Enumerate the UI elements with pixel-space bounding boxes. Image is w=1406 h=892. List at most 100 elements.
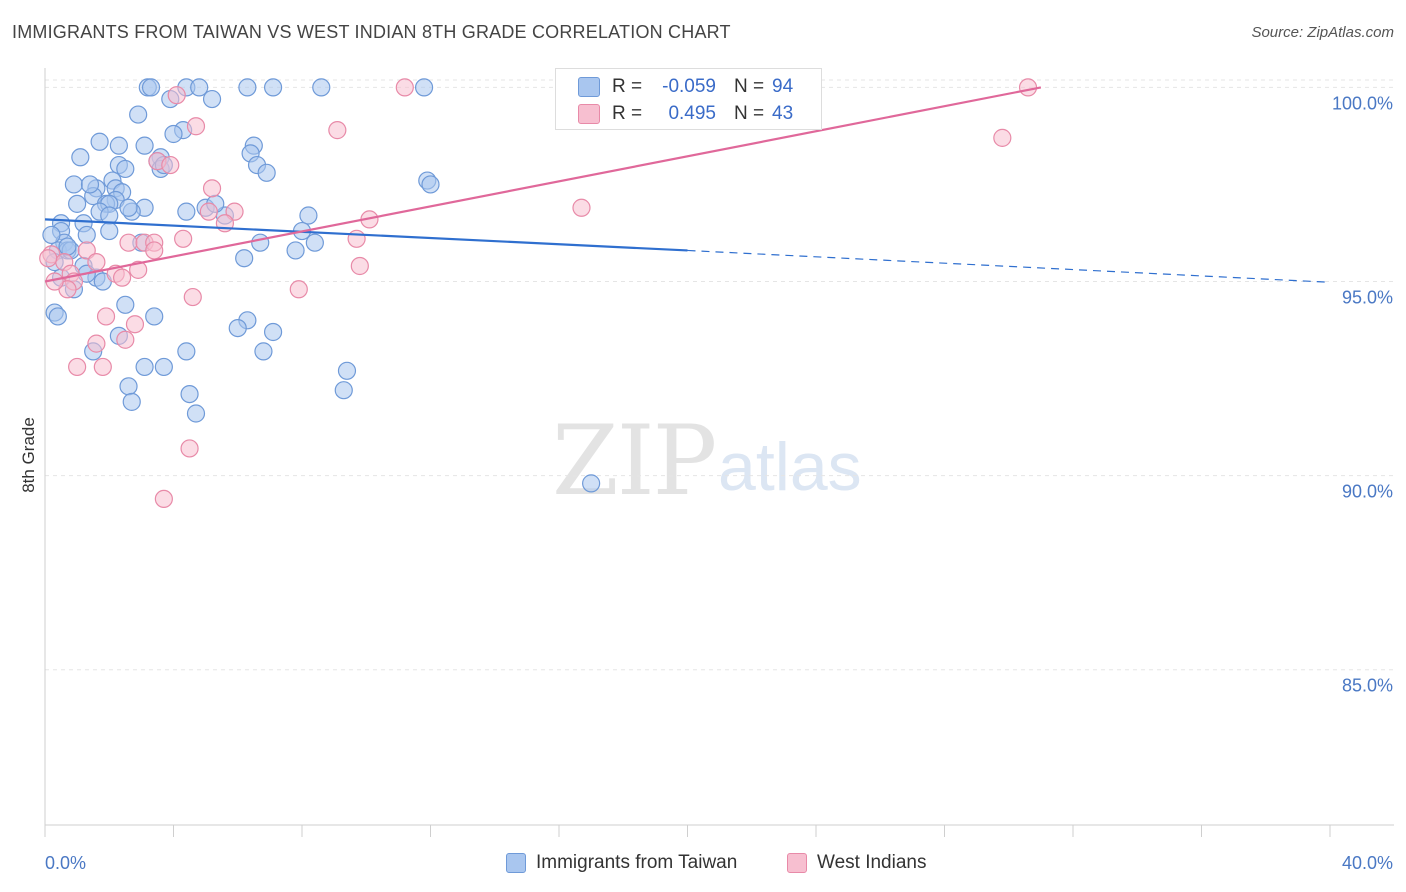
chart-title: IMMIGRANTS FROM TAIWAN VS WEST INDIAN 8T… bbox=[12, 22, 731, 42]
stats-r-label: R = bbox=[612, 76, 643, 97]
y-tick-label: 100.0% bbox=[1332, 93, 1393, 113]
west-indians-point bbox=[347, 229, 366, 248]
west-indians-point bbox=[186, 117, 206, 136]
stats-swatch-taiwan bbox=[578, 77, 600, 97]
west-indians-point bbox=[93, 357, 112, 377]
taiwan-point bbox=[68, 194, 87, 213]
west-indians-point bbox=[180, 439, 199, 458]
taiwan-point bbox=[263, 78, 283, 97]
taiwan-point bbox=[251, 233, 270, 252]
west-indians-point bbox=[112, 268, 132, 287]
taiwan-point bbox=[77, 225, 96, 245]
west-indians-point bbox=[87, 253, 106, 272]
taiwan-point bbox=[116, 295, 135, 314]
stats-row-west-indians: R = 0.495 N = 43 bbox=[556, 100, 821, 128]
stats-n-label: N = bbox=[734, 76, 765, 97]
west-indians-point bbox=[161, 155, 180, 175]
taiwan-point bbox=[154, 357, 173, 377]
west-indians-point bbox=[183, 287, 202, 307]
legend-label-west-indians: West Indians bbox=[817, 852, 927, 873]
stats-r-label: R = bbox=[612, 103, 643, 124]
legend: Immigrants from Taiwan West Indians bbox=[0, 848, 1406, 880]
taiwan-point bbox=[141, 78, 161, 97]
taiwan-point bbox=[64, 175, 84, 194]
taiwan-point bbox=[263, 322, 283, 342]
west-indians-point bbox=[993, 128, 1012, 147]
x-tick-label: 0.0% bbox=[45, 853, 86, 873]
y-axis-title: 8th Grade bbox=[19, 417, 38, 493]
taiwan-point bbox=[334, 381, 353, 400]
taiwan-point bbox=[145, 307, 164, 326]
stats-n-value: 94 bbox=[772, 76, 794, 97]
west-indians-point bbox=[1018, 78, 1038, 97]
taiwan-point bbox=[186, 404, 206, 423]
west-indians-point bbox=[125, 315, 145, 334]
taiwan-point bbox=[119, 198, 138, 217]
stats-n-value: 43 bbox=[772, 103, 794, 124]
x-tick-label: 40.0% bbox=[1342, 853, 1393, 873]
west-indians-point bbox=[129, 260, 148, 279]
west-indians-point bbox=[116, 330, 135, 349]
y-tick-label: 85.0% bbox=[1342, 676, 1393, 696]
taiwan-point bbox=[257, 163, 276, 182]
stats-swatch-west-indians bbox=[578, 104, 600, 124]
west-indians-point bbox=[202, 179, 222, 198]
y-tick-label: 95.0% bbox=[1342, 288, 1393, 308]
taiwan-point bbox=[414, 78, 434, 97]
legend-swatch-west-indians bbox=[787, 853, 807, 873]
west-indians-trend-line bbox=[44, 86, 1042, 283]
taiwan-point bbox=[312, 78, 331, 97]
taiwan-point bbox=[58, 237, 77, 256]
west-indians-point bbox=[395, 78, 414, 97]
watermark-atlas: atlas bbox=[718, 429, 862, 505]
taiwan-point bbox=[582, 474, 601, 493]
taiwan-point bbox=[305, 233, 324, 252]
taiwan-point bbox=[180, 384, 199, 404]
legend-item-west-indians[interactable]: West Indians bbox=[787, 852, 926, 874]
taiwan-point bbox=[42, 225, 61, 245]
taiwan-point bbox=[119, 377, 138, 396]
taiwan-trend-line bbox=[44, 218, 688, 252]
stats-n-label: N = bbox=[734, 103, 765, 124]
west-indians-point bbox=[96, 307, 116, 326]
taiwan-point bbox=[135, 357, 154, 377]
taiwan-point bbox=[129, 105, 148, 124]
taiwan-point bbox=[228, 318, 247, 338]
taiwan-point bbox=[80, 175, 100, 194]
taiwan-trend-extension bbox=[687, 249, 1331, 283]
west-indians-point bbox=[289, 280, 308, 299]
west-indians-point bbox=[87, 334, 106, 353]
west-indians-point bbox=[119, 233, 138, 252]
west-indians-point bbox=[174, 229, 193, 248]
west-indians-point bbox=[225, 202, 244, 221]
stats-r-value: -0.059 bbox=[662, 76, 716, 97]
taiwan-point bbox=[235, 249, 254, 268]
stats-box: R = -0.059 N = 94 R = 0.495 N = 43 bbox=[555, 68, 822, 130]
west-indians-point bbox=[145, 241, 164, 260]
legend-label-taiwan: Immigrants from Taiwan bbox=[536, 852, 738, 873]
taiwan-point bbox=[135, 136, 154, 155]
taiwan-point bbox=[122, 392, 141, 411]
source-label: Source: ZipAtlas.com bbox=[1251, 24, 1394, 41]
taiwan-point bbox=[48, 307, 67, 326]
taiwan-point bbox=[299, 206, 318, 225]
legend-item-taiwan[interactable]: Immigrants from Taiwan bbox=[506, 852, 737, 874]
stats-r-value: 0.495 bbox=[668, 103, 716, 124]
taiwan-point bbox=[190, 78, 209, 97]
taiwan-point bbox=[109, 136, 128, 155]
west-indians-point bbox=[350, 256, 369, 276]
stats-row-taiwan: R = -0.059 N = 94 bbox=[556, 73, 821, 101]
west-indians-point bbox=[39, 249, 58, 268]
taiwan-point bbox=[90, 132, 109, 151]
west-indians-point bbox=[154, 489, 173, 509]
taiwan-point bbox=[116, 159, 135, 179]
taiwan-point bbox=[164, 124, 183, 144]
taiwan-point bbox=[202, 89, 222, 109]
west-indians-point bbox=[199, 202, 218, 221]
legend-swatch-taiwan bbox=[506, 853, 526, 873]
taiwan-point bbox=[286, 241, 305, 260]
taiwan-point bbox=[337, 361, 357, 380]
west-indians-point bbox=[572, 198, 591, 217]
taiwan-point bbox=[100, 221, 119, 241]
taiwan-point bbox=[238, 78, 257, 97]
